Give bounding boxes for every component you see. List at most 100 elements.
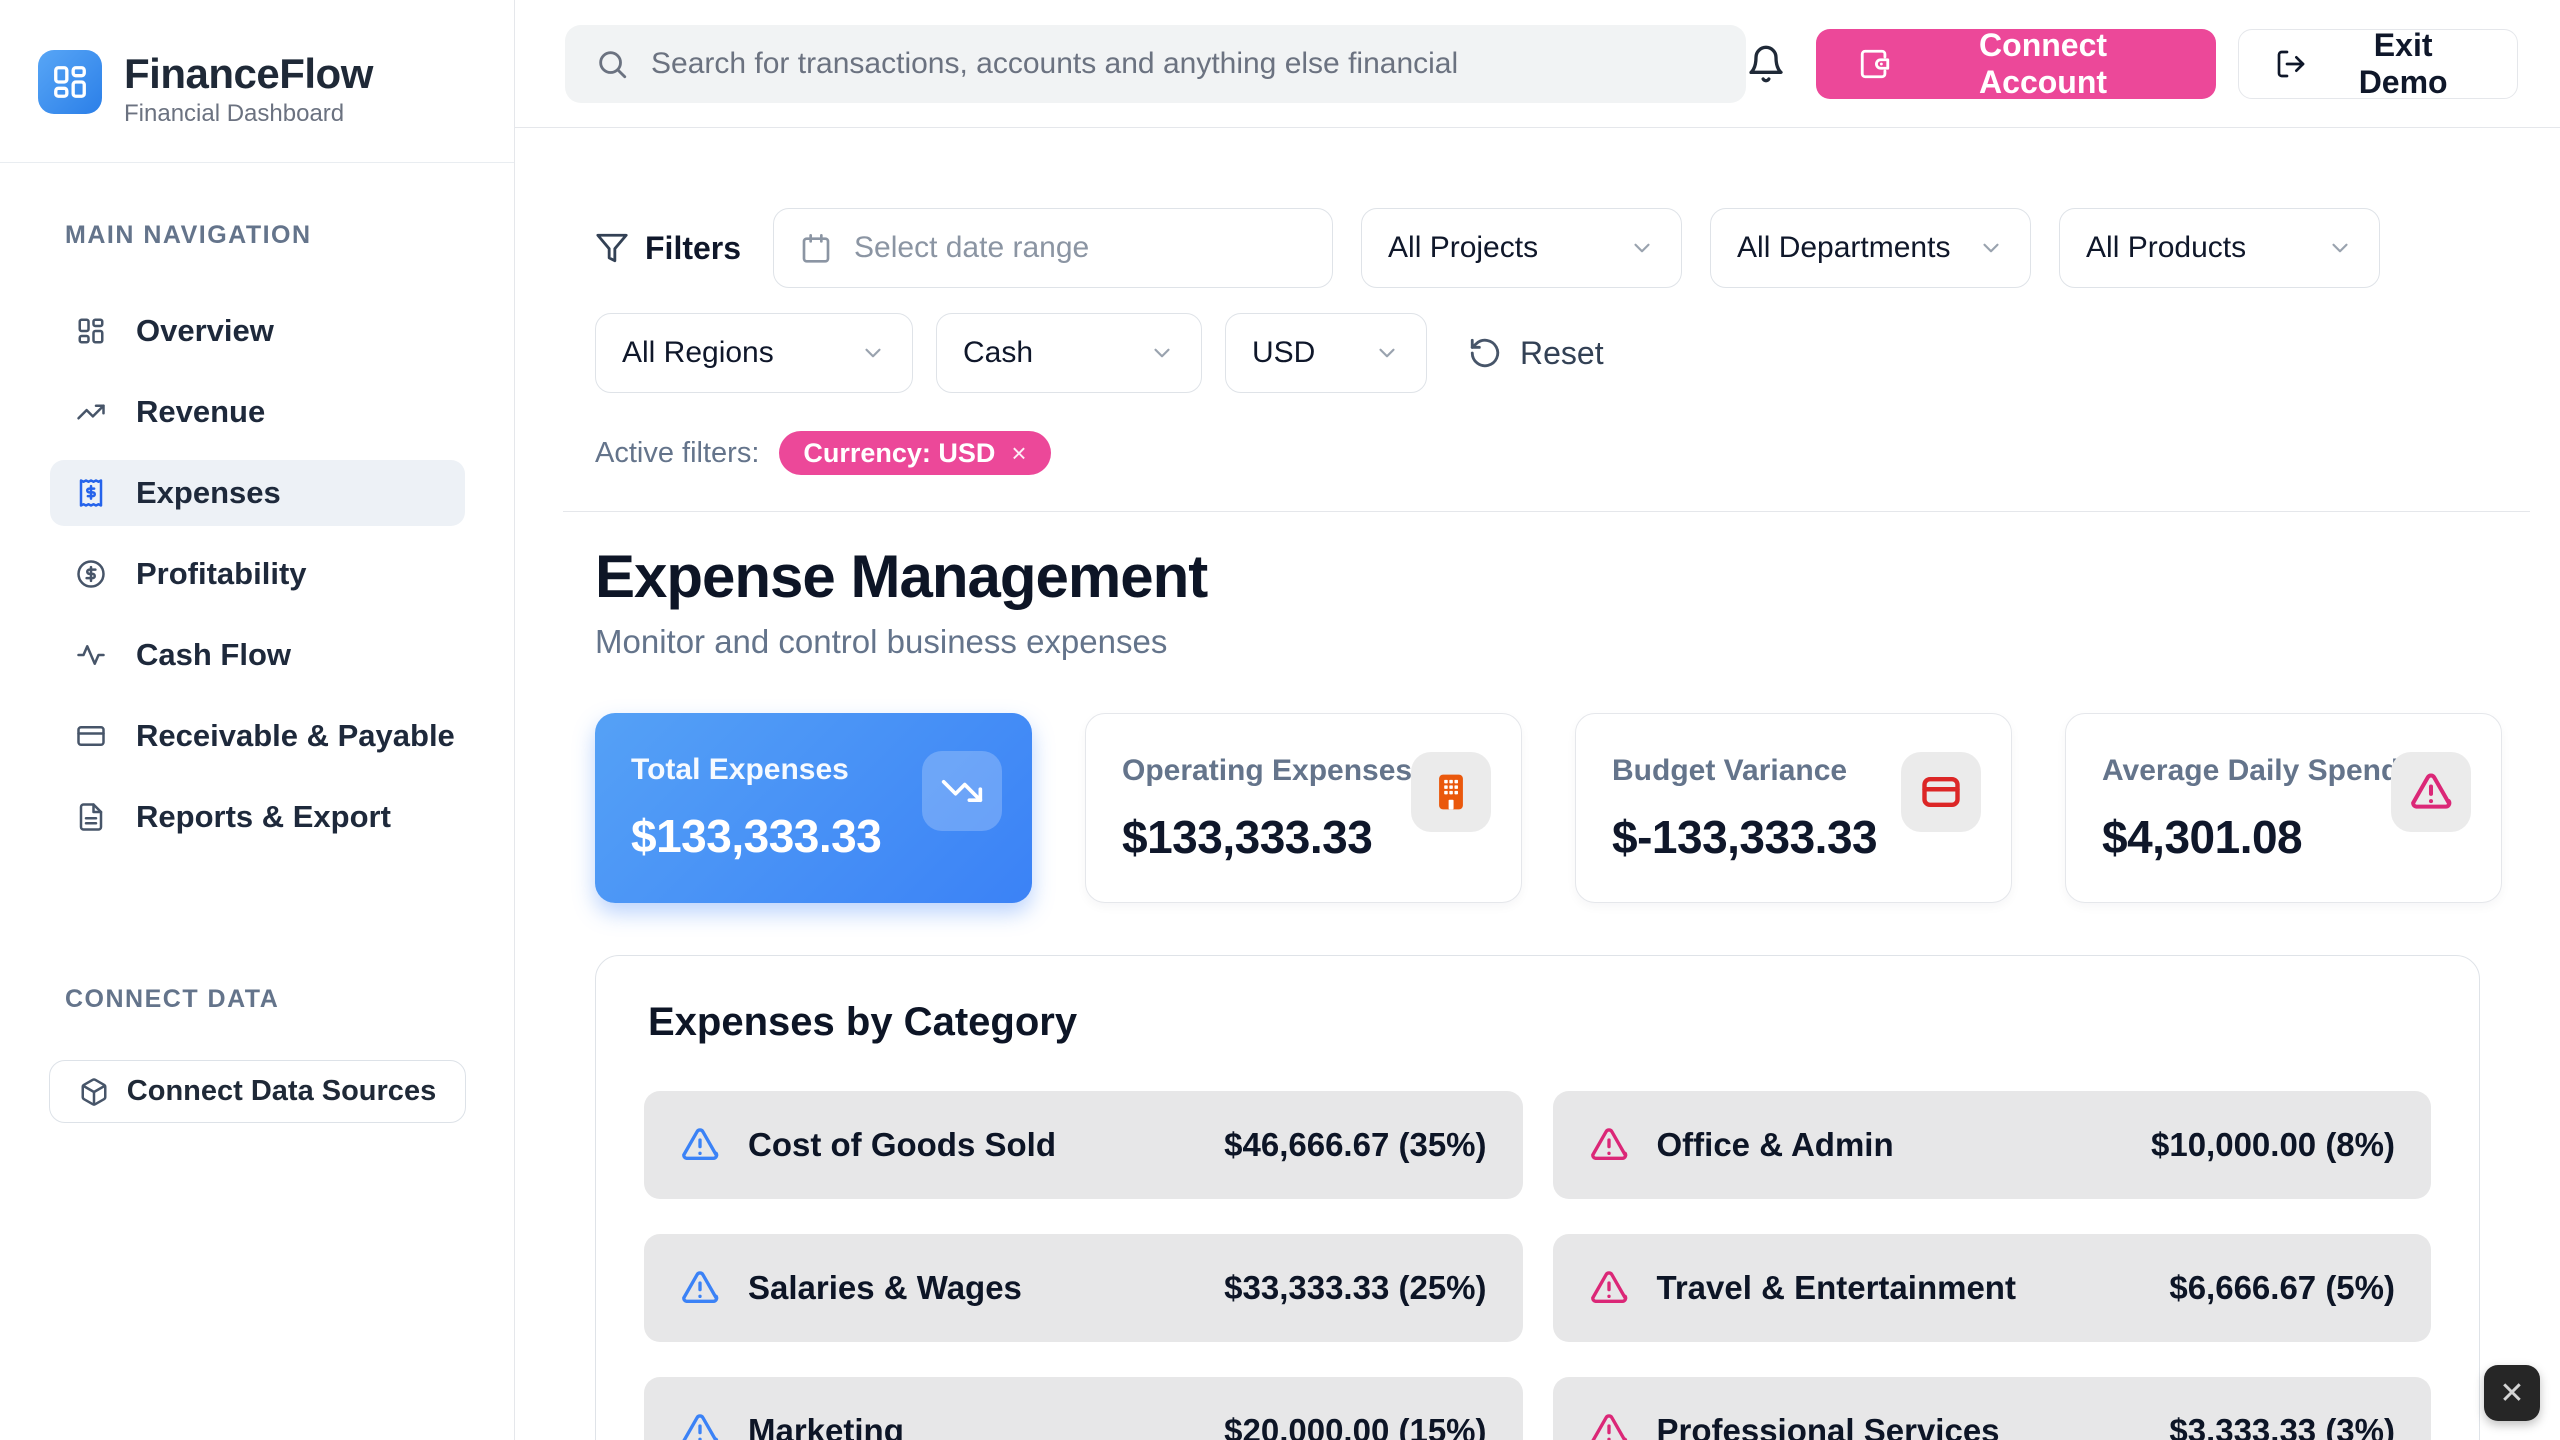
alert-triangle-icon bbox=[1589, 1125, 1629, 1165]
stat-card-operating-expenses[interactable]: Operating Expenses $133,333.33 bbox=[1085, 713, 1522, 903]
stat-value: $133,333.33 bbox=[631, 810, 882, 862]
products-select-value: All Products bbox=[2086, 231, 2247, 264]
chevron-down-icon bbox=[1149, 340, 1175, 366]
trending-up-icon bbox=[76, 397, 106, 427]
trending-down-icon bbox=[922, 751, 1002, 831]
log-out-icon bbox=[2275, 48, 2307, 80]
chevron-down-icon bbox=[1374, 340, 1400, 366]
regions-select[interactable]: All Regions bbox=[595, 313, 913, 393]
chevron-down-icon bbox=[860, 340, 886, 366]
sidebar-item-label: Overview bbox=[136, 313, 274, 348]
sidebar-item-reports-export[interactable]: Reports & Export bbox=[50, 784, 465, 850]
category-row-cost-of-goods-sold: Cost of Goods Sold $46,666.67 (35%) bbox=[644, 1091, 1523, 1199]
currency-select-value: USD bbox=[1252, 336, 1316, 369]
stat-label: Budget Variance bbox=[1612, 754, 1848, 787]
alert-triangle-icon bbox=[1589, 1268, 1629, 1308]
main-navigation: Overview Revenue Expenses Profitability … bbox=[50, 298, 465, 850]
stat-card-budget-variance[interactable]: Budget Variance $-133,333.33 bbox=[1575, 713, 2012, 903]
sidebar-item-label: Expenses bbox=[136, 475, 281, 510]
category-name: Marketing bbox=[748, 1412, 904, 1440]
exit-demo-label: Exit Demo bbox=[2358, 26, 2448, 100]
products-select[interactable]: All Products bbox=[2059, 208, 2381, 288]
connect-data-sources-button[interactable]: Connect Data Sources bbox=[49, 1060, 466, 1123]
exit-demo-button[interactable]: Exit Demo bbox=[2238, 26, 2518, 100]
sidebar-item-revenue[interactable]: Revenue bbox=[50, 379, 465, 445]
notifications-button[interactable] bbox=[1746, 44, 1786, 84]
category-name: Cost of Goods Sold bbox=[748, 1126, 1056, 1163]
app-tagline: Financial Dashboard bbox=[124, 100, 345, 128]
search-icon bbox=[595, 47, 629, 81]
chevron-down-icon bbox=[2327, 235, 2353, 261]
close-icon: ✕ bbox=[2499, 1376, 2525, 1410]
sidebar-item-expenses[interactable]: Expenses bbox=[50, 460, 465, 526]
close-overlay-button[interactable]: ✕ bbox=[2484, 1365, 2540, 1421]
category-amount: $10,000.00 (8%) bbox=[2150, 1126, 2395, 1163]
search-input[interactable] bbox=[651, 46, 1716, 81]
connect-account-button[interactable]: Connect Account bbox=[1815, 26, 2217, 100]
sidebar-item-label: Receivable & Payable bbox=[136, 718, 455, 753]
departments-select-value: All Departments bbox=[1737, 231, 1951, 264]
dashboard-icon bbox=[76, 316, 106, 346]
category-name: Professional Services bbox=[1656, 1412, 2000, 1440]
active-filters-row: Active filters: Currency: USD × bbox=[595, 431, 2530, 475]
payment-method-value: Cash bbox=[963, 336, 1034, 369]
credit-card-icon bbox=[1901, 752, 1981, 832]
chip-label: Currency: USD bbox=[803, 437, 996, 468]
category-row-travel-entertainment: Travel & Entertainment $6,666.67 (5%) bbox=[1552, 1234, 2431, 1342]
sidebar-item-profitability[interactable]: Profitability bbox=[50, 541, 465, 607]
date-range-picker[interactable] bbox=[773, 208, 1334, 288]
category-row-salaries-wages: Salaries & Wages $33,333.33 (25%) bbox=[644, 1234, 1523, 1342]
wallet-icon bbox=[1858, 47, 1892, 81]
stat-label: Operating Expenses bbox=[1122, 754, 1413, 787]
projects-select[interactable]: All Projects bbox=[1361, 208, 1683, 288]
sidebar-item-label: Profitability bbox=[136, 556, 307, 591]
category-name: Travel & Entertainment bbox=[1656, 1269, 2016, 1306]
reset-filters-button[interactable]: Reset bbox=[1468, 335, 1604, 372]
top-bar: Connect Account Exit Demo bbox=[515, 0, 2560, 128]
filter-funnel-icon bbox=[595, 231, 629, 265]
payment-method-select[interactable]: Cash bbox=[936, 313, 1202, 393]
filters-label-group: Filters bbox=[595, 230, 741, 267]
page-subtitle: Monitor and control business expenses bbox=[595, 623, 1168, 660]
sidebar-item-overview[interactable]: Overview bbox=[50, 298, 465, 364]
building-icon bbox=[1411, 752, 1491, 832]
dashboard-grid-icon bbox=[51, 63, 89, 101]
category-amount: $3,333.33 (3%) bbox=[2169, 1412, 2395, 1440]
alert-triangle-icon bbox=[1589, 1411, 1629, 1440]
connect-account-label: Connect Account bbox=[1979, 26, 2108, 100]
sidebar-item-cash-flow[interactable]: Cash Flow bbox=[50, 622, 465, 688]
stat-value: $-133,333.33 bbox=[1612, 811, 1878, 863]
app-logo bbox=[38, 50, 102, 114]
category-amount: $6,666.67 (5%) bbox=[2169, 1269, 2395, 1306]
chip-remove-icon[interactable]: × bbox=[1011, 437, 1027, 468]
global-search[interactable] bbox=[565, 24, 1746, 103]
section-divider bbox=[563, 511, 2530, 512]
category-row-professional-services: Professional Services $3,333.33 (3%) bbox=[1552, 1377, 2431, 1440]
currency-filter-chip[interactable]: Currency: USD × bbox=[779, 431, 1051, 475]
connect-data-section: CONNECT DATA Connect Data Sources bbox=[49, 985, 466, 1123]
sidebar-item-label: Cash Flow bbox=[136, 637, 292, 672]
category-section-title: Expenses by Category bbox=[648, 1000, 1078, 1044]
alert-triangle-icon bbox=[680, 1125, 720, 1165]
expenses-by-category-card: Expenses by Category Cost of Goods Sold … bbox=[595, 955, 2480, 1440]
stat-value: $4,301.08 bbox=[2102, 811, 2303, 863]
departments-select[interactable]: All Departments bbox=[1710, 208, 2032, 288]
filters-row-2: All Regions Cash USD Reset bbox=[595, 313, 2530, 393]
nav-heading: MAIN NAVIGATION bbox=[65, 221, 312, 249]
package-icon bbox=[79, 1077, 109, 1107]
rotate-ccw-icon bbox=[1468, 336, 1502, 370]
sidebar-item-label: Reports & Export bbox=[136, 799, 391, 834]
page-title: Expense Management bbox=[595, 543, 1208, 610]
filters-row-1: Filters All Projects All Departments All… bbox=[595, 208, 2530, 288]
sidebar-item-label: Revenue bbox=[136, 394, 266, 429]
stat-card-average-daily-spend[interactable]: Average Daily Spend $4,301.08 bbox=[2065, 713, 2502, 903]
chevron-down-icon bbox=[1629, 235, 1655, 261]
calendar-icon bbox=[800, 232, 832, 264]
currency-select[interactable]: USD bbox=[1225, 313, 1427, 393]
sidebar-item-receivable-payable[interactable]: Receivable & Payable bbox=[50, 703, 465, 769]
category-row-marketing: Marketing $20,000.00 (15%) bbox=[644, 1377, 1523, 1440]
date-range-input[interactable] bbox=[854, 231, 1307, 265]
stat-card-total-expenses[interactable]: Total Expenses $133,333.33 bbox=[595, 713, 1032, 903]
dollar-circle-icon bbox=[76, 559, 106, 589]
stat-value: $133,333.33 bbox=[1122, 811, 1373, 863]
